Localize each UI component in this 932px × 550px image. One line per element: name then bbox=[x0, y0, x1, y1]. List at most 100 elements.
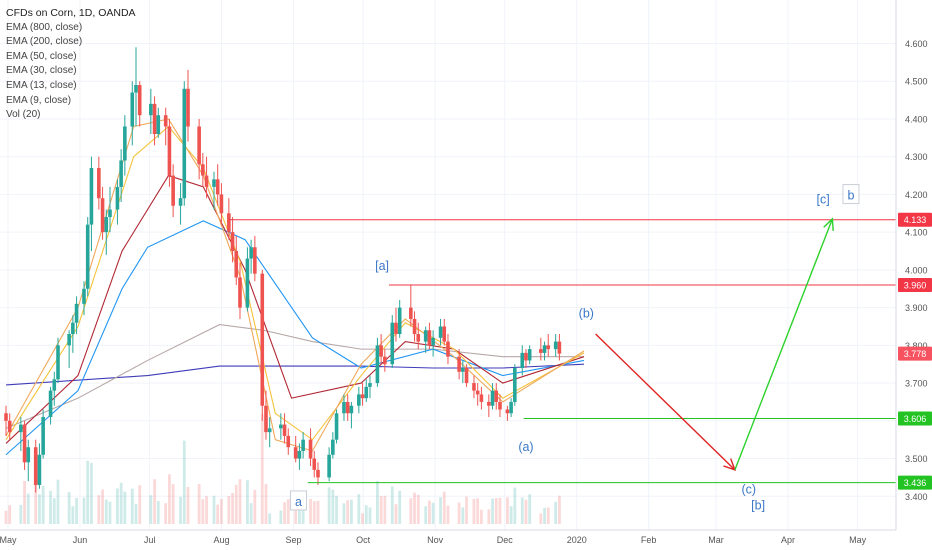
grid bbox=[0, 0, 896, 535]
volume-bar bbox=[286, 499, 290, 524]
volume-bar bbox=[216, 504, 220, 524]
candle-body bbox=[249, 247, 253, 259]
candle-body bbox=[557, 341, 562, 354]
candle-body bbox=[82, 288, 86, 304]
volume-bar bbox=[513, 487, 517, 524]
wave-label: b bbox=[847, 189, 854, 203]
volume-bar bbox=[130, 488, 134, 524]
candle-body bbox=[301, 439, 305, 451]
candle-body bbox=[316, 469, 320, 478]
tick-label: 4.200 bbox=[905, 190, 928, 200]
volume-bar bbox=[413, 492, 416, 524]
ema-line bbox=[5, 174, 585, 444]
tick-label: Oct bbox=[356, 535, 371, 545]
ema-line bbox=[5, 125, 585, 441]
volume-bar bbox=[505, 497, 509, 524]
price-marker bbox=[898, 346, 932, 361]
candle-body bbox=[442, 326, 447, 342]
volume-bar bbox=[476, 498, 480, 524]
candle-body bbox=[260, 273, 265, 406]
volume-bar bbox=[71, 506, 75, 524]
volume-bar bbox=[409, 498, 413, 524]
volume-bar bbox=[520, 497, 524, 524]
wave-label: [a] bbox=[375, 259, 389, 273]
volume-bar bbox=[457, 502, 461, 524]
volume-bar bbox=[82, 497, 86, 524]
volume-bar bbox=[116, 488, 119, 524]
candle-body bbox=[475, 390, 480, 395]
volume-bar bbox=[424, 506, 428, 524]
volume-bar bbox=[312, 501, 316, 524]
wave-label: (a) bbox=[518, 440, 533, 454]
candle-body bbox=[134, 85, 138, 93]
volume-bar bbox=[416, 494, 420, 524]
volume-bar bbox=[543, 507, 546, 524]
candle-body bbox=[513, 367, 517, 402]
volume-bar bbox=[234, 484, 238, 524]
level-lines bbox=[228, 219, 896, 484]
volume-bar bbox=[101, 489, 104, 524]
volume-bar bbox=[108, 501, 112, 524]
candle-body bbox=[123, 126, 127, 161]
candle-body bbox=[446, 341, 450, 357]
volume-bar bbox=[246, 480, 249, 524]
candle-body bbox=[4, 413, 8, 421]
time-axis-bg bbox=[0, 530, 932, 550]
candle-body bbox=[279, 424, 283, 429]
candles bbox=[4, 47, 562, 493]
candle-body bbox=[212, 179, 216, 187]
candle-body bbox=[215, 179, 220, 195]
projection-arrows bbox=[595, 217, 834, 472]
candle-body bbox=[41, 417, 45, 455]
volume-bar bbox=[446, 505, 450, 524]
tick-label: 4.400 bbox=[905, 114, 928, 124]
candle-body bbox=[264, 405, 268, 433]
volume-bar bbox=[461, 507, 465, 524]
candle-body bbox=[553, 341, 558, 350]
volume-bar bbox=[528, 494, 532, 524]
candle-body bbox=[498, 401, 502, 410]
candle-body bbox=[416, 334, 421, 342]
candle-body bbox=[156, 115, 161, 135]
candle-body bbox=[52, 379, 57, 391]
wave-annotations: [a] (b) (a) a [c] b (c) [b] bbox=[289, 184, 860, 513]
tick-label: Sep bbox=[286, 535, 302, 545]
volume-bar bbox=[524, 499, 528, 524]
volume-bar bbox=[52, 498, 56, 524]
candle-body bbox=[397, 307, 402, 335]
candle-body bbox=[219, 194, 224, 214]
volume-bar bbox=[309, 499, 312, 524]
volume-bar bbox=[19, 504, 23, 524]
candle-body bbox=[308, 439, 313, 459]
candle-body bbox=[494, 390, 499, 402]
volume-bar bbox=[186, 487, 190, 524]
tick-label: May bbox=[849, 535, 867, 545]
volume-bar bbox=[327, 487, 331, 524]
volume-bar bbox=[253, 489, 257, 524]
volume-bar bbox=[171, 484, 175, 524]
tick-label: 4.100 bbox=[905, 228, 928, 238]
volume-bar bbox=[487, 509, 491, 524]
volume-bar bbox=[164, 503, 168, 524]
tick-label: 3.700 bbox=[905, 379, 928, 389]
candle-body bbox=[245, 258, 250, 308]
volume-bar bbox=[90, 463, 93, 524]
volume-bar bbox=[38, 494, 41, 524]
candle-body bbox=[487, 401, 491, 406]
candle-body bbox=[409, 307, 413, 319]
tick-label: Nov bbox=[427, 535, 444, 545]
candle-body bbox=[360, 394, 365, 399]
volume-bar bbox=[156, 501, 160, 524]
candle-body bbox=[33, 447, 38, 485]
tick-label: 3.500 bbox=[905, 454, 928, 464]
candle-body bbox=[431, 337, 435, 346]
candle-body bbox=[286, 435, 291, 448]
time-axis: May Jun Jul Aug Sep Oct Nov Dec 2020 Feb Mar Apr May bbox=[0, 529, 932, 550]
candle-body bbox=[524, 352, 528, 361]
volume-bar bbox=[138, 485, 142, 524]
candle-body bbox=[345, 401, 350, 414]
volume-bar bbox=[264, 483, 268, 524]
volume-bar bbox=[442, 491, 446, 524]
candle-body bbox=[457, 356, 461, 372]
